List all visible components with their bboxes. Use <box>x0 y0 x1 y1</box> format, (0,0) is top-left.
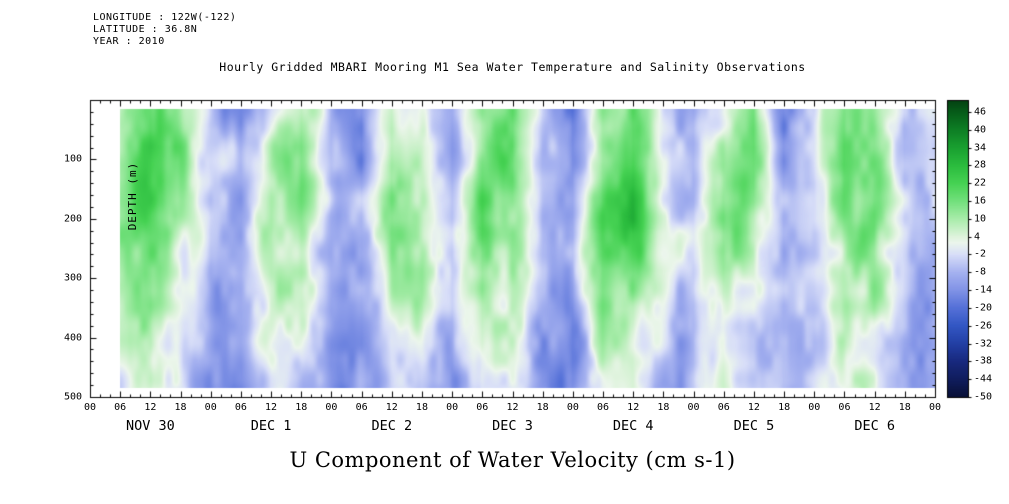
header-longitude: LONGITUDE : 122W(-122) <box>93 12 237 23</box>
header-year: YEAR : 2010 <box>93 36 165 47</box>
chart-title: Hourly Gridded MBARI Mooring M1 Sea Wate… <box>219 60 806 74</box>
x-axis-title: U Component of Water Velocity (cm s-1) <box>289 448 736 472</box>
header-block: LONGITUDE : 122W(-122) LATITUDE : 36.8N YE… <box>93 12 236 48</box>
y-axis-title: DEPTH (m) <box>126 161 139 231</box>
header-latitude: LATITUDE : 36.8N <box>93 24 198 35</box>
